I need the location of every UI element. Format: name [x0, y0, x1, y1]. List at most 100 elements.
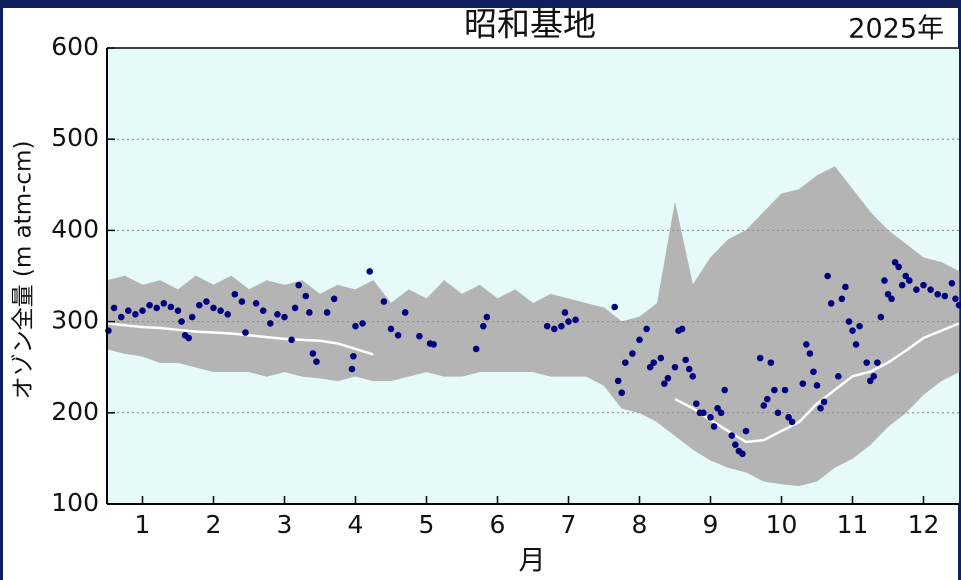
data-point [614, 377, 622, 385]
data-point [146, 301, 153, 309]
data-point [302, 292, 310, 300]
y-tick-label: 200 [51, 397, 99, 426]
range-band [461, 284, 481, 377]
y-axis-label: オゾン全量 (m atm-cm) [11, 141, 37, 400]
range-band [940, 261, 960, 382]
range-band [497, 289, 516, 373]
data-point [714, 404, 721, 412]
range-band [230, 275, 250, 373]
data-point [693, 400, 700, 407]
data-point [350, 352, 357, 360]
data-point [291, 304, 299, 312]
data-point [387, 325, 395, 333]
data-point [700, 409, 707, 417]
x-tick-label: 6 [490, 510, 506, 539]
data-point [132, 311, 139, 318]
data-point [767, 359, 775, 366]
data-point [881, 277, 888, 284]
data-point [188, 313, 196, 321]
data-point [650, 359, 657, 366]
data-point [366, 268, 374, 275]
data-point [380, 298, 388, 305]
data-point [806, 350, 814, 357]
data-point [682, 356, 689, 364]
range-band [514, 289, 534, 373]
data-point [139, 307, 146, 314]
data-point [252, 300, 260, 307]
data-point [281, 313, 288, 321]
data-point [558, 322, 565, 330]
data-point [710, 423, 718, 430]
data-point [824, 272, 831, 280]
range-band [532, 293, 552, 377]
data-point [231, 290, 239, 298]
x-tick-label: 8 [632, 510, 648, 539]
data-point [952, 295, 959, 303]
data-point [803, 341, 810, 348]
mean-line [674, 322, 960, 444]
range-band [798, 175, 818, 487]
data-point [721, 386, 728, 394]
y-tick-label: 400 [51, 214, 99, 243]
data-point [309, 350, 317, 357]
data-point [678, 325, 686, 333]
data-point [728, 432, 736, 439]
x-tick-label: 2 [206, 510, 222, 539]
x-tick-label: 4 [348, 510, 364, 539]
data-point [117, 313, 125, 321]
data-point [785, 414, 792, 421]
data-point [870, 373, 878, 380]
data-point [646, 363, 654, 371]
data-point [817, 404, 824, 412]
data-point [732, 441, 739, 449]
data-point [274, 311, 281, 318]
range-band [710, 238, 729, 468]
data-point [196, 301, 203, 309]
data-point [913, 286, 920, 293]
data-point [313, 358, 320, 366]
data-point [238, 298, 246, 305]
data-point [689, 373, 697, 380]
mean-line [106, 322, 374, 356]
data-point [760, 402, 768, 409]
data-point [842, 283, 849, 291]
data-point [224, 311, 231, 318]
range-band [443, 279, 463, 377]
data-point [330, 295, 338, 303]
range-band [284, 280, 303, 377]
data-point [810, 368, 817, 376]
x-tick-label: 11 [837, 510, 869, 539]
data-point [820, 398, 828, 406]
data-point [838, 295, 846, 303]
chart-title: 昭和基地 [464, 5, 596, 44]
data-point [323, 309, 331, 316]
data-point [884, 290, 892, 298]
y-tick-label: 100 [51, 488, 99, 517]
range-band [869, 211, 889, 446]
range-band [905, 243, 924, 414]
data-point [877, 313, 885, 321]
data-point [657, 354, 665, 362]
x-tick-label: 7 [561, 510, 577, 539]
data-point [920, 281, 927, 289]
y-tick-label: 500 [51, 123, 99, 152]
data-point [611, 303, 618, 311]
data-point [629, 350, 636, 357]
data-point [902, 272, 910, 280]
data-point [941, 292, 949, 300]
x-axis-label: 月 [519, 546, 546, 577]
data-point [845, 318, 853, 325]
data-point [622, 359, 629, 366]
data-point [874, 359, 881, 366]
data-point [852, 341, 860, 348]
data-point [866, 377, 874, 385]
data-point [551, 325, 558, 333]
data-point [661, 380, 668, 387]
data-point [483, 313, 491, 321]
data-point [671, 363, 679, 371]
data-point [416, 332, 423, 340]
range-band [834, 165, 853, 469]
data-point [849, 327, 856, 335]
data-point [153, 304, 160, 312]
data-point [572, 316, 579, 324]
